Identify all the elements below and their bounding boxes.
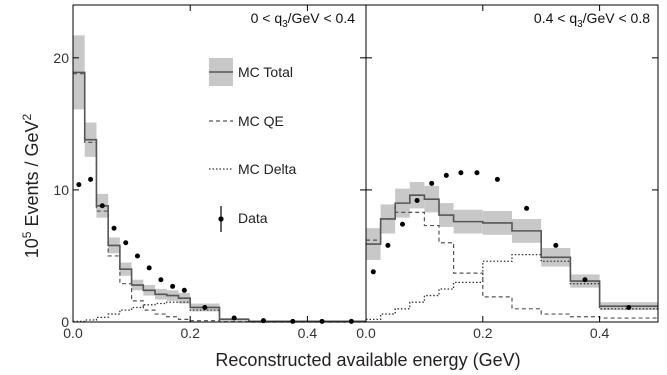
data-point-low-q3 xyxy=(158,277,164,283)
data-point-low-q3 xyxy=(88,176,94,182)
plot-frame-high-q3 xyxy=(365,4,659,323)
data-point-low-q3 xyxy=(99,203,105,209)
legend-data-label: Data xyxy=(238,210,268,226)
mc-qe-line-low-q3 xyxy=(73,73,366,323)
x-tick-label-low-q3: 0.2 xyxy=(180,325,200,341)
panel-label-low-q3: 0 < q3/GeV < 0.4 xyxy=(251,10,356,30)
data-point-high-q3 xyxy=(429,180,435,186)
legend-total-label: MC Total xyxy=(238,64,293,80)
x-tick-label-high-q3: 0.2 xyxy=(473,325,493,341)
legend-data-marker xyxy=(218,216,224,222)
mc-qe-line-high-q3 xyxy=(366,211,658,319)
data-point-high-q3 xyxy=(626,304,632,310)
panel-low-q3: 0.0 0.2 0.4 0 10 20 xyxy=(53,4,367,341)
data-point-high-q3 xyxy=(524,205,530,211)
y-tick-label: 20 xyxy=(53,50,69,66)
y-axis-title: 105 Events / GeV2 xyxy=(20,113,42,258)
data-point-low-q3 xyxy=(134,253,140,259)
data-point-low-q3 xyxy=(123,240,129,246)
data-point-low-q3 xyxy=(170,283,176,289)
data-point-low-q3 xyxy=(76,182,82,188)
data-point-high-q3 xyxy=(494,176,500,182)
x-axis-title: Reconstructed available energy (GeV) xyxy=(215,350,520,370)
data-point-low-q3 xyxy=(231,315,237,321)
data-point-low-q3 xyxy=(319,318,325,324)
data-point-high-q3 xyxy=(385,242,391,248)
data-point-low-q3 xyxy=(181,287,187,293)
data-point-high-q3 xyxy=(553,242,559,248)
legend: MC Total MC QE MC Delta Data xyxy=(209,58,297,232)
legend-qe-label: MC QE xyxy=(238,113,284,129)
data-point-high-q3 xyxy=(582,277,588,283)
data-point-high-q3 xyxy=(443,172,449,178)
data-point-low-q3 xyxy=(146,265,152,271)
mc-total-line-low-q3 xyxy=(73,71,366,323)
x-tick-label-low-q3: 0.0 xyxy=(63,325,83,341)
data-point-high-q3 xyxy=(414,197,420,203)
y-tick-label: 0 xyxy=(61,314,69,330)
mc-total-line-high-q3 xyxy=(366,194,658,307)
plot-frame-low-q3 xyxy=(72,4,367,323)
panel-high-q3: 0.0 0.2 0.4 xyxy=(356,4,659,341)
data-point-high-q3 xyxy=(400,221,405,227)
x-tick-label-low-q3: 0.4 xyxy=(298,325,318,341)
data-point-low-q3 xyxy=(111,225,117,231)
data-point-high-q3 xyxy=(458,170,464,176)
data-point-low-q3 xyxy=(202,304,208,310)
y-tick-label: 10 xyxy=(53,182,69,198)
x-tick-label-high-q3: 0.0 xyxy=(356,325,376,341)
data-point-low-q3 xyxy=(348,318,354,324)
data-point-high-q3 xyxy=(474,170,480,176)
panel-label-high-q3: 0.4 < q3/GeV < 0.8 xyxy=(534,10,650,30)
data-point-high-q3 xyxy=(370,269,376,275)
x-tick-label-high-q3: 0.4 xyxy=(590,325,610,341)
legend-delta-label: MC Delta xyxy=(238,161,297,177)
data-point-low-q3 xyxy=(290,318,296,324)
mc-delta-line-high-q3 xyxy=(366,253,658,321)
